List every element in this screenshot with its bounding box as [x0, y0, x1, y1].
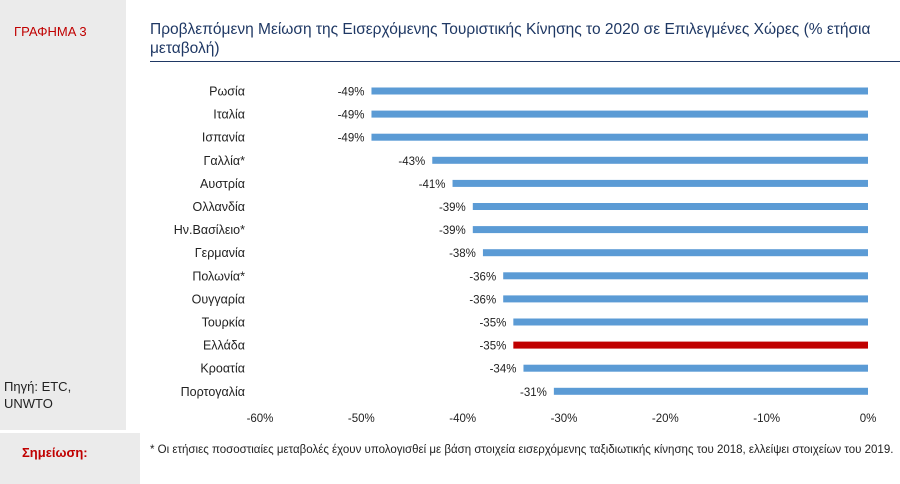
data-label: -35% — [479, 318, 506, 330]
bar — [503, 295, 868, 303]
category-label: Ρωσία — [209, 85, 245, 99]
category-label: Γαλλία* — [204, 154, 246, 168]
bar — [472, 226, 868, 234]
data-label: -35% — [479, 341, 506, 353]
bar — [503, 272, 868, 280]
category-label: Πορτογαλία — [181, 385, 245, 399]
data-label: -43% — [398, 156, 425, 168]
figure-label: ΓΡΑΦΗΜΑ 3 — [14, 24, 87, 39]
note-band: Σημείωση: * Οι ετήσιες ποσοστιαίες μεταβ… — [0, 433, 900, 484]
chart-title: Προβλεπόμενη Μείωση της Εισερχόμενης Του… — [150, 21, 871, 57]
bar — [371, 110, 868, 118]
x-tick-label: 0% — [860, 413, 877, 425]
x-tick-label: -40% — [449, 413, 476, 425]
x-tick-label: -30% — [551, 413, 578, 425]
bar — [472, 203, 868, 210]
data-label: -36% — [469, 294, 496, 306]
bar — [513, 318, 868, 326]
category-label: Ολλανδία — [193, 200, 245, 214]
data-label: -39% — [439, 225, 466, 237]
title-divider — [150, 61, 900, 62]
note-label: Σημείωση: — [22, 445, 88, 460]
data-label: -38% — [449, 248, 476, 260]
category-label: Αυστρία — [200, 177, 245, 191]
bar — [553, 387, 868, 395]
x-tick-label: -50% — [348, 413, 375, 425]
note-separator — [126, 433, 140, 484]
source-note: Πηγή: ETC, UNWTO — [4, 379, 72, 411]
bar-chart: Ρωσία -49% Ιταλία -49% Ισπανία -49% Γαλλία* -43… — [174, 85, 877, 426]
bar — [371, 133, 868, 141]
x-tick-label: -20% — [652, 413, 679, 425]
data-label: -49% — [338, 110, 365, 122]
bar — [482, 249, 868, 257]
category-label: Ουγγαρία — [192, 292, 245, 306]
note-text-cell: * Οι ετήσιες ποσοστιαίες μεταβολές έχουν… — [140, 433, 900, 484]
data-label: -36% — [469, 271, 496, 283]
category-label: Ιταλία — [213, 108, 245, 122]
category-label: Ισπανία — [202, 131, 245, 145]
x-tick-label: -60% — [247, 413, 274, 425]
bar — [452, 179, 868, 187]
bar — [513, 341, 868, 349]
data-label: -34% — [490, 364, 517, 376]
x-tick-label: -10% — [753, 413, 780, 425]
data-label: -49% — [338, 133, 365, 145]
data-label: -39% — [439, 202, 466, 214]
note-text: * Οι ετήσιες ποσοστιαίες μεταβολές έχουν… — [150, 444, 894, 456]
data-label: -49% — [338, 87, 365, 99]
bar — [432, 156, 868, 164]
data-label: -31% — [520, 387, 547, 399]
category-label: Πολωνία* — [192, 269, 245, 283]
bar — [371, 87, 868, 95]
bar — [523, 364, 868, 372]
category-label: Ελλάδα — [203, 339, 245, 353]
category-label: Γερμανία — [195, 246, 245, 260]
category-label: Ην.Βασίλειο* — [174, 223, 245, 237]
category-label: Κροατία — [200, 362, 245, 376]
data-label: -41% — [419, 179, 446, 191]
note-label-cell: Σημείωση: — [0, 433, 126, 484]
left-panel: ΓΡΑΦΗΜΑ 3 Πηγή: ETC, UNWTO — [0, 0, 126, 430]
category-label: Τουρκία — [202, 316, 245, 330]
